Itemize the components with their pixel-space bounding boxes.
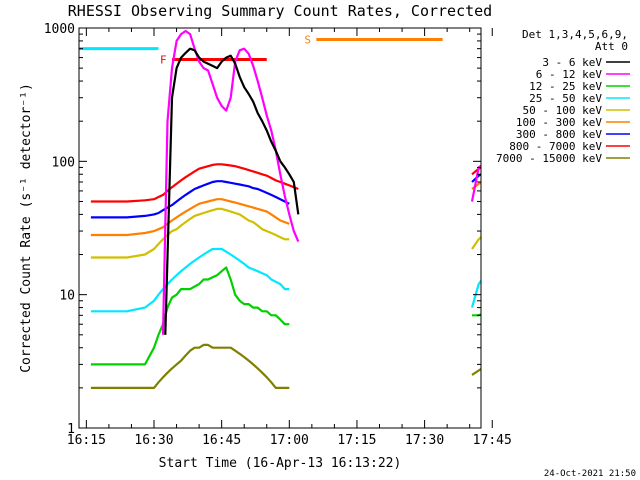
y-axis-label: Corrected Count Rate (s⁻¹ detector⁻¹) xyxy=(19,83,34,373)
x-tick-label: 17:45 xyxy=(473,433,512,448)
y-axis: 1 10 100 1000 xyxy=(44,22,481,437)
flag-label-f: F xyxy=(160,54,167,67)
plot-area: FS xyxy=(79,29,481,389)
legend-label: 7000 - 15000 keV xyxy=(496,152,602,165)
legend-label: 50 - 100 keV xyxy=(523,104,603,117)
legend-label: 6 - 12 keV xyxy=(536,68,603,81)
series-line xyxy=(90,198,290,237)
x-tick-label: 16:45 xyxy=(202,433,241,448)
legend-header: Att 0 xyxy=(595,40,628,53)
series-line xyxy=(90,343,290,389)
timestamp: 24-Oct-2021 21:50 xyxy=(544,469,636,479)
legend-label: 300 - 800 keV xyxy=(516,128,602,141)
y-tick-label: 1000 xyxy=(44,22,75,37)
legend-label: 3 - 6 keV xyxy=(542,56,602,69)
series-line xyxy=(164,47,300,335)
series-line xyxy=(90,207,290,259)
series-line xyxy=(90,180,290,219)
flag-label-s: S xyxy=(304,33,311,46)
legend-label: 100 - 300 keV xyxy=(516,116,602,129)
x-axis-label: Start Time (16-Apr-13 16:13:22) xyxy=(159,456,402,471)
x-tick-label: 17:00 xyxy=(270,433,309,448)
legend-label: 12 - 25 keV xyxy=(529,80,602,93)
legend-label: 25 - 50 keV xyxy=(529,92,602,105)
series-line xyxy=(90,163,299,203)
y-tick-label: 1 xyxy=(67,422,75,437)
y-tick-label: 100 xyxy=(52,155,75,170)
plot-frame xyxy=(78,27,482,429)
x-tick-label: 16:15 xyxy=(67,433,106,448)
x-axis: 16:15 16:30 16:45 17:00 17:15 17:30 17:45 xyxy=(67,28,512,448)
y-tick-label: 10 xyxy=(59,289,75,304)
x-tick-label: 17:30 xyxy=(405,433,444,448)
series-line xyxy=(90,247,290,313)
chart-title: RHESSI Observing Summary Count Rates, Co… xyxy=(68,2,492,20)
x-tick-label: 17:15 xyxy=(337,433,376,448)
legend-label: 800 - 7000 keV xyxy=(509,140,602,153)
legend-header: Det 1,3,4,5,6,9, xyxy=(522,28,628,41)
x-tick-label: 16:30 xyxy=(134,433,173,448)
series-line xyxy=(90,266,290,366)
